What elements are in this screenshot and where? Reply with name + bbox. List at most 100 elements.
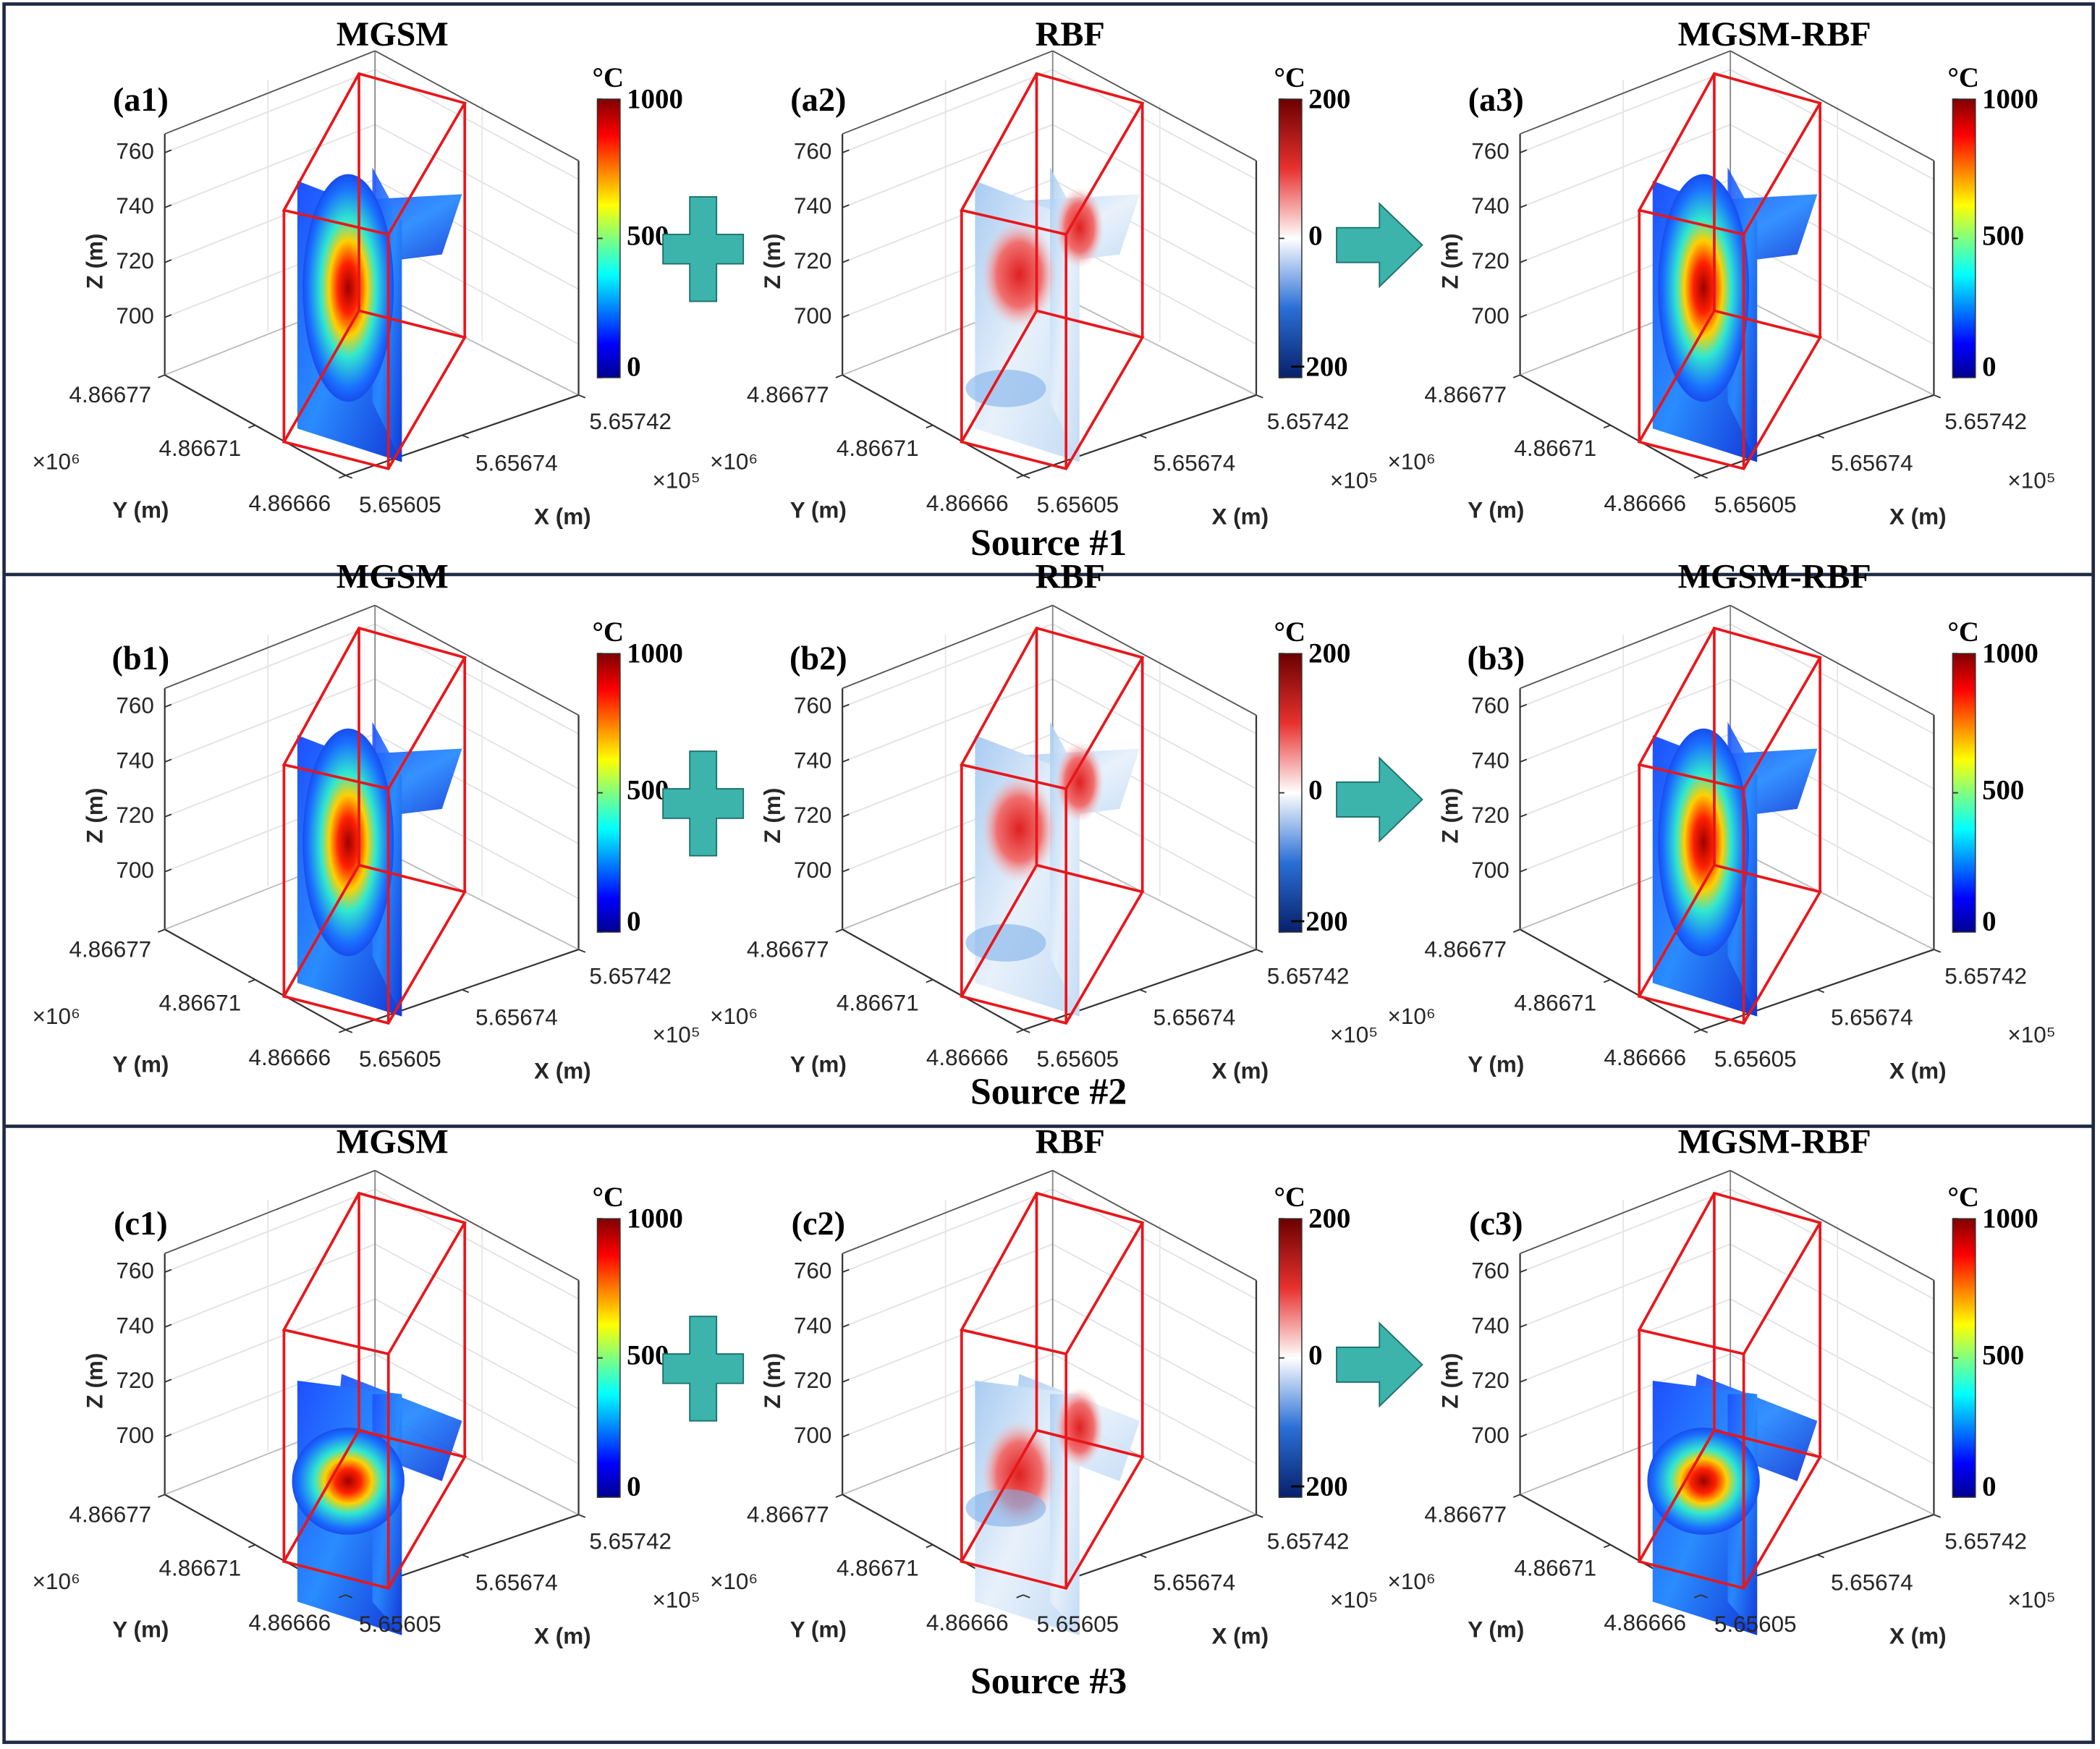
z-tick	[164, 1379, 172, 1383]
hot-spot	[1658, 728, 1750, 957]
z-tick-label: 740	[116, 193, 153, 219]
z-tick-label: 700	[116, 303, 153, 329]
axis-line	[1729, 845, 1934, 950]
z-tick-label: 700	[116, 857, 153, 883]
grid-line	[1520, 1298, 1731, 1383]
z-axis-label: Z (m)	[760, 233, 785, 289]
axis-line	[1520, 604, 1731, 690]
y-tick-label: 4.86671	[158, 990, 241, 1015]
grid-line	[842, 678, 1054, 763]
y-axis-label: Y (m)	[790, 1051, 847, 1077]
x-tick-label: 5.65674	[1831, 451, 1913, 476]
row-caption: Source #3	[970, 1661, 1127, 1702]
colorbar-tick-label: 500	[1982, 1340, 2024, 1371]
x-tick	[345, 475, 353, 479]
anomaly	[1055, 187, 1104, 268]
z-tick-label: 740	[1471, 193, 1509, 219]
x-tick-label: 5.65605	[359, 492, 441, 517]
z-tick	[164, 314, 172, 318]
x-tick	[462, 1554, 470, 1559]
y-exponent: ×10⁶	[33, 1569, 80, 1594]
y-tick-label: 4.86671	[158, 436, 241, 461]
y-exponent: ×10⁶	[710, 1004, 758, 1029]
x-tick-label: 5.65674	[475, 1570, 558, 1596]
colorbar-tick-label: −200	[1290, 352, 1347, 383]
grid-line	[1520, 623, 1731, 708]
z-tick	[842, 813, 850, 818]
z-tick	[1520, 149, 1528, 153]
grid-line	[1729, 1353, 1934, 1465]
grid-line	[842, 179, 1054, 263]
y-tick	[1603, 978, 1611, 983]
axis-line	[1023, 394, 1257, 477]
grid-line	[374, 1243, 579, 1355]
z-axis-label: Z (m)	[760, 788, 785, 844]
panel	[835, 1169, 1303, 1635]
x-tick	[1139, 434, 1147, 439]
z-axis-label: Z (m)	[1438, 233, 1463, 289]
z-tick	[164, 1324, 172, 1328]
x-tick	[1701, 475, 1709, 479]
z-tick-label: 720	[794, 802, 831, 828]
hot-spot	[292, 1427, 405, 1535]
x-axis-label: X (m)	[534, 1624, 591, 1649]
grid-line	[1520, 1188, 1731, 1274]
x-tick-label: 5.65742	[1944, 409, 2027, 434]
axis-line	[1729, 1169, 1934, 1282]
y-tick	[1512, 928, 1520, 933]
z-axis-label: Z (m)	[760, 1353, 785, 1409]
x-tick	[1934, 949, 1942, 953]
z-tick	[1520, 204, 1528, 208]
panel	[1512, 1169, 1976, 1635]
x-exponent: ×10⁵	[652, 468, 700, 494]
x-tick	[578, 394, 586, 399]
x-tick-label: 5.65605	[1714, 492, 1797, 517]
y-tick	[158, 1494, 166, 1498]
panel-title: MGSM-RBF	[1678, 557, 1871, 596]
grid-line	[842, 69, 1054, 153]
colorbar-unit: °C	[1274, 617, 1305, 648]
grid-line	[1520, 678, 1731, 763]
y-tick-label: 4.86677	[1424, 1502, 1507, 1527]
x-tick-label: 5.65742	[589, 1528, 672, 1554]
z-tick	[1520, 314, 1528, 318]
colorbar-tick-label: 200	[1308, 1203, 1350, 1235]
z-tick	[1520, 259, 1528, 263]
z-axis-label: Z (m)	[82, 788, 108, 844]
y-tick	[835, 928, 843, 933]
axis-line	[1701, 394, 1934, 477]
axis-line	[164, 50, 376, 135]
y-tick	[1693, 475, 1701, 479]
axis-line	[842, 1169, 1054, 1255]
colorbar-unit: °C	[1947, 617, 1979, 648]
axis-line	[374, 604, 579, 716]
y-tick-label: 4.86671	[1514, 436, 1596, 461]
y-exponent: ×10⁶	[33, 1004, 80, 1029]
x-tick	[1934, 394, 1942, 399]
y-exponent: ×10⁶	[1388, 1004, 1436, 1029]
z-tick	[164, 758, 172, 763]
x-tick-label: 5.65742	[1944, 963, 2027, 988]
x-tick	[1023, 1594, 1030, 1598]
grid-line	[374, 124, 579, 235]
x-axis-label: X (m)	[1889, 1624, 1947, 1649]
x-tick-label: 5.65605	[1036, 1612, 1119, 1637]
colorbar-tick-label: 0	[1982, 1471, 1996, 1502]
arrow	[1336, 756, 1423, 843]
y-tick	[926, 1543, 933, 1549]
z-tick	[842, 259, 850, 263]
y-tick-label: 4.86677	[747, 936, 829, 962]
panel-title: MGSM-RBF	[1678, 1122, 1871, 1161]
y-tick-label: 4.86677	[1424, 936, 1507, 962]
y-exponent: ×10⁶	[710, 449, 758, 475]
colorbar-tick-label: 1000	[1982, 638, 2038, 669]
colorbar-tick-label: 0	[1308, 1340, 1322, 1371]
y-tick	[158, 374, 166, 378]
y-tick	[338, 475, 346, 479]
plus-sign	[662, 750, 745, 857]
axis-line	[842, 50, 1054, 135]
x-exponent: ×10⁵	[2007, 1022, 2055, 1048]
z-tick-label: 760	[116, 138, 153, 164]
anomaly	[1055, 1387, 1104, 1468]
y-tick-label: 4.86677	[69, 1502, 151, 1527]
